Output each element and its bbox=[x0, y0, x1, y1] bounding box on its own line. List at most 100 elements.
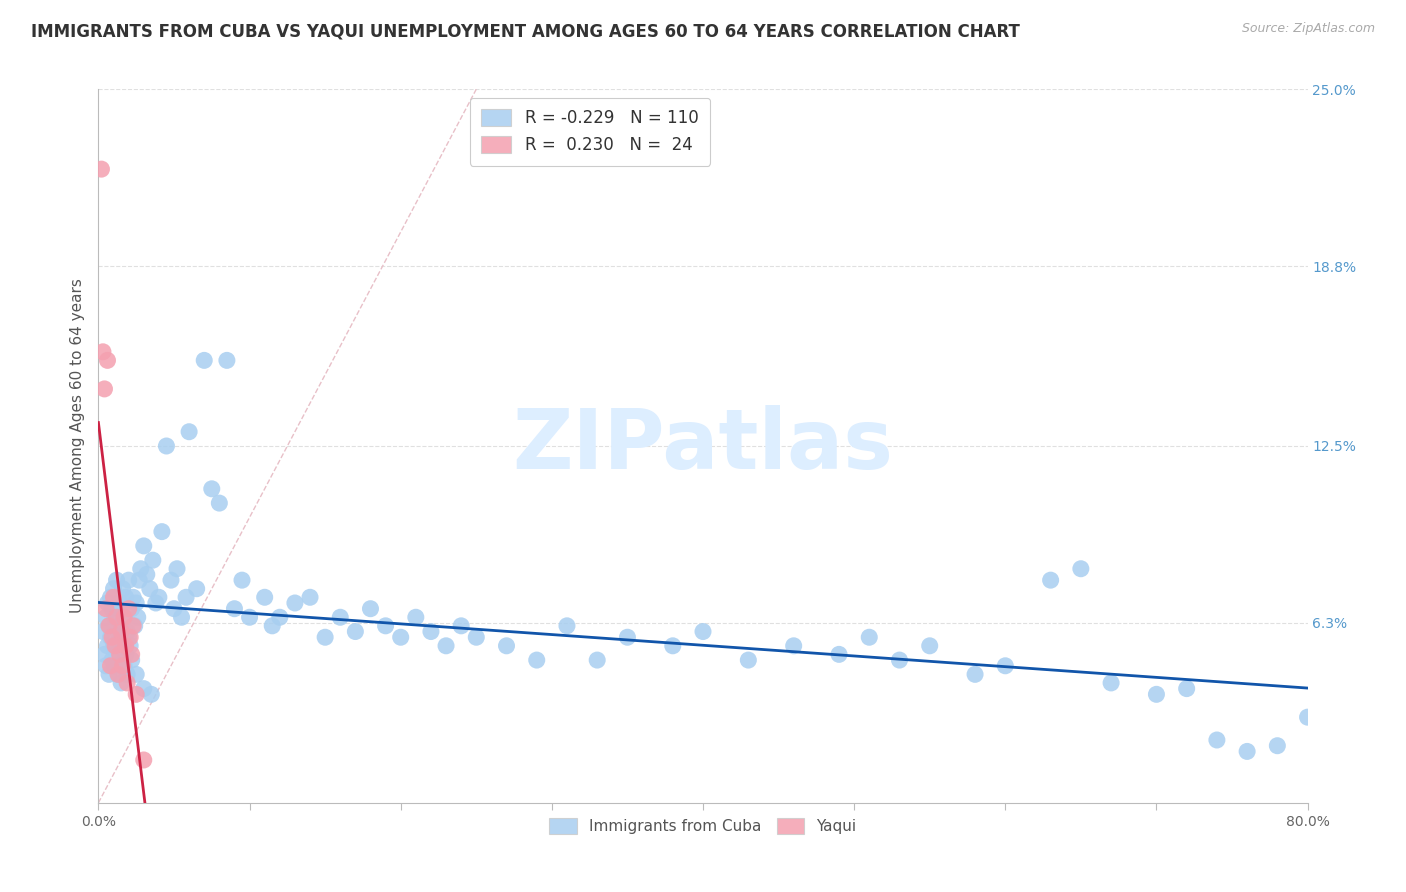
Point bbox=[101, 601, 124, 615]
Text: IMMIGRANTS FROM CUBA VS YAQUI UNEMPLOYMENT AMONG AGES 60 TO 64 YEARS CORRELATION: IMMIGRANTS FROM CUBA VS YAQUI UNEMPLOYME… bbox=[31, 22, 1019, 40]
Point bbox=[661, 639, 683, 653]
Point bbox=[114, 639, 136, 653]
Point bbox=[1175, 681, 1198, 696]
Point bbox=[121, 601, 143, 615]
Point bbox=[450, 619, 472, 633]
Point bbox=[616, 630, 638, 644]
Point bbox=[360, 601, 382, 615]
Point bbox=[101, 630, 124, 644]
Point bbox=[98, 619, 121, 633]
Point bbox=[374, 619, 396, 633]
Point bbox=[114, 648, 136, 662]
Point bbox=[269, 610, 291, 624]
Point bbox=[122, 591, 145, 605]
Point bbox=[100, 591, 122, 605]
Point bbox=[994, 658, 1017, 673]
Point bbox=[101, 653, 124, 667]
Point bbox=[174, 591, 197, 605]
Point bbox=[129, 562, 152, 576]
Point bbox=[231, 573, 253, 587]
Point bbox=[1099, 676, 1122, 690]
Point bbox=[145, 596, 167, 610]
Point bbox=[434, 639, 457, 653]
Point bbox=[91, 624, 114, 639]
Point bbox=[132, 753, 155, 767]
Point bbox=[105, 648, 128, 662]
Point bbox=[299, 591, 322, 605]
Point bbox=[132, 681, 155, 696]
Point bbox=[692, 624, 714, 639]
Point bbox=[93, 648, 115, 662]
Point bbox=[142, 553, 165, 567]
Point bbox=[1070, 562, 1092, 576]
Point bbox=[124, 619, 146, 633]
Text: Source: ZipAtlas.com: Source: ZipAtlas.com bbox=[1241, 22, 1375, 36]
Point bbox=[329, 610, 352, 624]
Point bbox=[239, 610, 262, 624]
Point bbox=[108, 596, 131, 610]
Point bbox=[1296, 710, 1319, 724]
Point bbox=[98, 619, 121, 633]
Point bbox=[495, 639, 517, 653]
Point bbox=[103, 639, 125, 653]
Point bbox=[121, 648, 143, 662]
Point bbox=[100, 630, 122, 644]
Point bbox=[215, 353, 238, 368]
Point bbox=[783, 639, 806, 653]
Point bbox=[100, 658, 122, 673]
Point bbox=[96, 596, 118, 610]
Point bbox=[122, 619, 145, 633]
Point bbox=[193, 353, 215, 368]
Point bbox=[420, 624, 443, 639]
Point bbox=[107, 619, 129, 633]
Point bbox=[405, 610, 427, 624]
Legend: Immigrants from Cuba, Yaqui: Immigrants from Cuba, Yaqui bbox=[541, 810, 865, 841]
Point bbox=[1206, 733, 1229, 747]
Point bbox=[111, 639, 134, 653]
Point bbox=[110, 624, 132, 639]
Point bbox=[103, 591, 125, 605]
Point bbox=[120, 639, 142, 653]
Point bbox=[132, 539, 155, 553]
Point bbox=[141, 687, 163, 701]
Point bbox=[1039, 573, 1062, 587]
Point bbox=[150, 524, 173, 539]
Point bbox=[155, 439, 177, 453]
Point bbox=[314, 630, 336, 644]
Point bbox=[284, 596, 307, 610]
Point bbox=[127, 610, 149, 624]
Point bbox=[465, 630, 488, 644]
Point bbox=[186, 582, 208, 596]
Point bbox=[224, 601, 246, 615]
Point bbox=[114, 639, 136, 653]
Point bbox=[737, 653, 759, 667]
Point bbox=[121, 653, 143, 667]
Point bbox=[125, 596, 148, 610]
Point bbox=[110, 601, 132, 615]
Point bbox=[91, 344, 114, 359]
Point bbox=[858, 630, 880, 644]
Point bbox=[828, 648, 851, 662]
Point bbox=[112, 610, 135, 624]
Point bbox=[135, 567, 157, 582]
Point bbox=[125, 687, 148, 701]
Point bbox=[111, 658, 134, 673]
Point bbox=[344, 624, 367, 639]
Point bbox=[208, 496, 231, 510]
Point bbox=[166, 562, 188, 576]
Point bbox=[96, 639, 118, 653]
Point bbox=[148, 591, 170, 605]
Point bbox=[90, 162, 112, 177]
Point bbox=[112, 610, 135, 624]
Point bbox=[94, 658, 117, 673]
Point bbox=[586, 653, 609, 667]
Point bbox=[160, 573, 183, 587]
Point bbox=[389, 630, 412, 644]
Point bbox=[118, 573, 141, 587]
Point bbox=[120, 630, 142, 644]
Point bbox=[105, 610, 128, 624]
Point bbox=[139, 582, 162, 596]
Point bbox=[104, 610, 127, 624]
Y-axis label: Unemployment Among Ages 60 to 64 years: Unemployment Among Ages 60 to 64 years bbox=[69, 278, 84, 614]
Point bbox=[115, 667, 138, 681]
